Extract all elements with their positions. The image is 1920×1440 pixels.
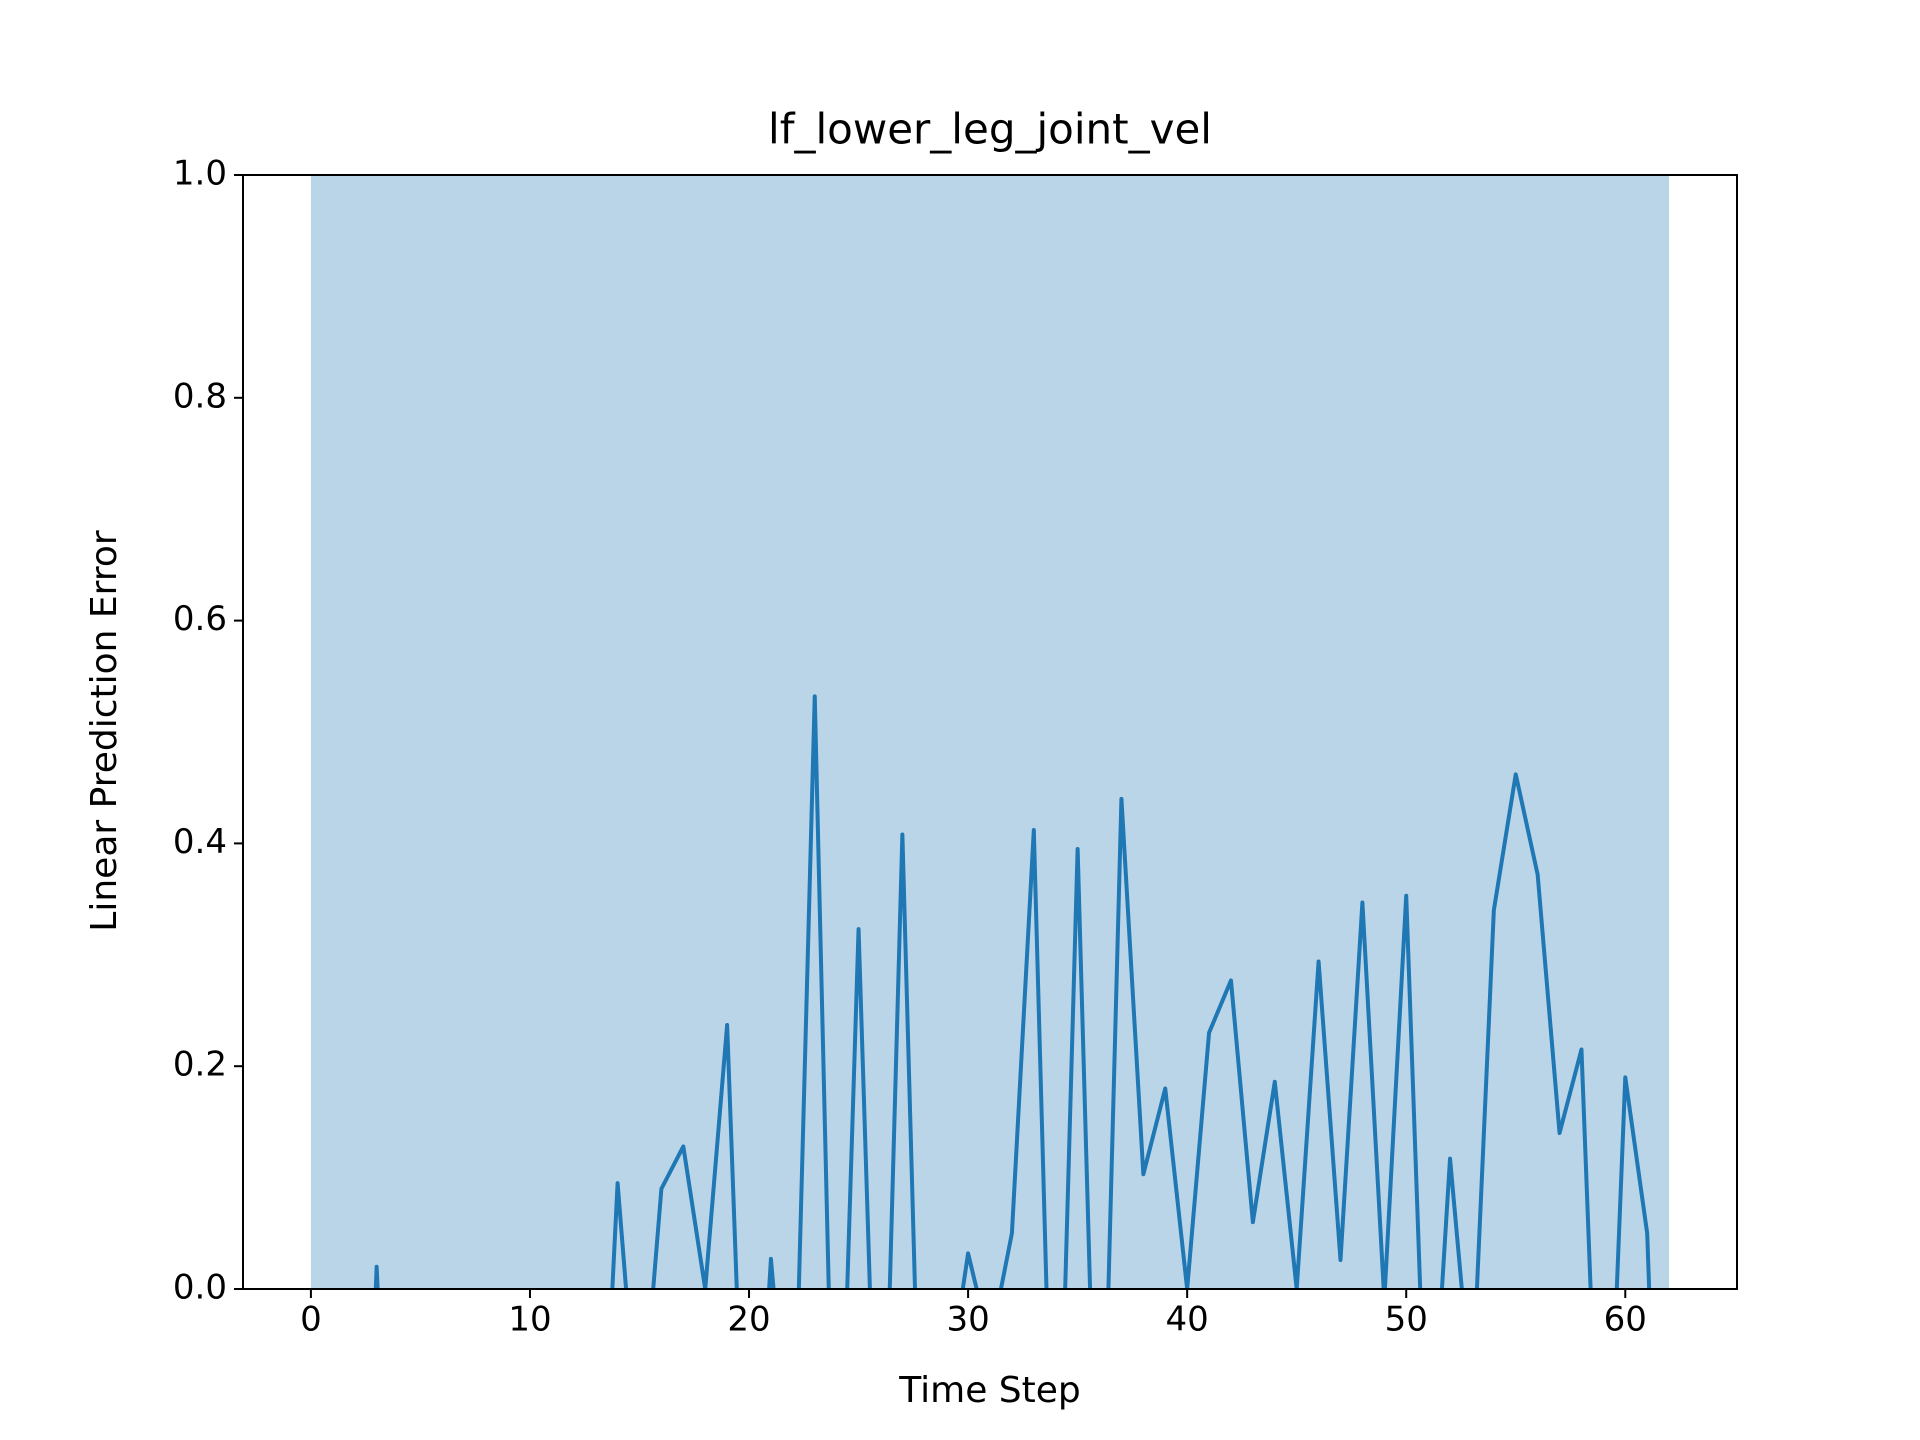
y-tick-label: 0.2: [173, 1045, 227, 1085]
y-tick-label: 0.0: [173, 1268, 227, 1308]
line-group: [373, 694, 1652, 1289]
axes-frame: [242, 174, 1738, 1290]
data-line: [373, 694, 1652, 1289]
y-tick-label: 1.0: [173, 154, 227, 194]
x-tick-label: 0: [300, 1300, 322, 1340]
y-axis-label: Linear Prediction Error: [84, 530, 125, 932]
x-tick-label: 40: [1166, 1300, 1209, 1340]
x-tick-label: 60: [1604, 1300, 1647, 1340]
shaded-span: [310, 175, 1670, 1289]
x-tick-label: 30: [946, 1300, 989, 1340]
x-tick-label: 20: [727, 1300, 770, 1340]
y-tick-label: 0.4: [173, 822, 227, 862]
y-tick-label: 0.6: [173, 599, 227, 639]
y-tick-label: 0.8: [173, 376, 227, 416]
x-tick-label: 10: [508, 1300, 551, 1340]
chart-title: lf_lower_leg_joint_vel: [768, 105, 1212, 154]
x-axis-label: Time Step: [898, 1370, 1081, 1411]
x-tick-label: 50: [1385, 1300, 1428, 1340]
